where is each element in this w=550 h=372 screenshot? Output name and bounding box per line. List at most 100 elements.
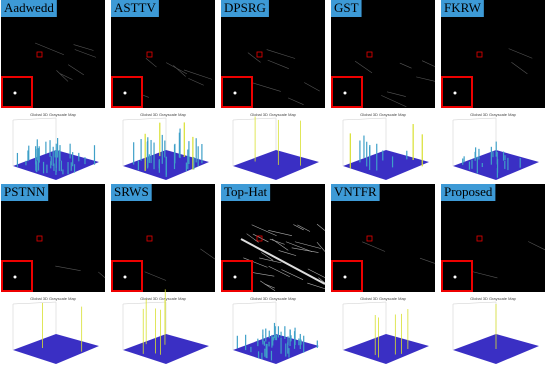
- clutter: [294, 241, 321, 249]
- clutter: [251, 82, 281, 92]
- target-box: [146, 51, 153, 58]
- target: [13, 91, 17, 95]
- clutter: [259, 257, 282, 264]
- panel: SRWS Global 3D Grayscale Map: [111, 184, 216, 364]
- clutter: [74, 49, 97, 58]
- clutter: [287, 97, 304, 105]
- zoom-inset: [441, 260, 473, 292]
- target-box: [146, 235, 153, 242]
- plot-title: Global 3D Grayscale Map: [140, 296, 187, 301]
- clutter: [304, 82, 320, 92]
- clutter: [56, 70, 69, 82]
- clutter: [511, 61, 528, 75]
- clutter: [281, 269, 304, 280]
- panel: GST Global 3D Grayscale Map: [331, 0, 436, 180]
- method-label: VNTFR: [334, 184, 377, 199]
- target: [453, 275, 457, 279]
- clutter: [267, 59, 289, 69]
- panel: Aadwedd Global 3D Grayscale Map: [1, 0, 105, 180]
- target: [233, 275, 237, 279]
- clutter: [268, 265, 290, 278]
- clutter: [144, 271, 167, 281]
- clutter: [251, 224, 277, 236]
- clutter: [246, 233, 259, 243]
- clutter: [240, 238, 326, 285]
- clutter: [98, 271, 106, 278]
- clutter: [416, 76, 436, 82]
- method-label: PSTNN: [4, 184, 46, 199]
- panel: VNTFR Global 3D Grayscale Map: [331, 184, 436, 364]
- target: [13, 275, 17, 279]
- plot-title: Global 3D Grayscale Map: [250, 296, 297, 301]
- label-box: [111, 0, 159, 17]
- axis: [122, 301, 167, 350]
- zoom-inset: [1, 260, 33, 292]
- clutter: [399, 62, 412, 69]
- target-box: [476, 51, 483, 58]
- panel: Proposed Global 3D Grayscale Map: [441, 184, 546, 364]
- label-box: [1, 0, 57, 17]
- target: [123, 275, 127, 279]
- clutter: [34, 42, 64, 56]
- target-box: [36, 235, 43, 242]
- plot-title: Global 3D Grayscale Map: [470, 296, 517, 301]
- method-label: SRWS: [114, 184, 149, 199]
- clutter: [269, 238, 285, 245]
- surface: [233, 150, 319, 180]
- surface: [233, 334, 319, 364]
- axis: [452, 117, 497, 166]
- surface: [343, 334, 429, 364]
- clutter: [266, 49, 296, 59]
- panel: PSTNN Global 3D Grayscale Map: [1, 184, 106, 364]
- clutter: [354, 60, 373, 74]
- label-box: [1, 184, 49, 201]
- zoom-inset: [331, 260, 363, 292]
- clutter: [188, 78, 204, 86]
- plot-title: Global 3D Grayscale Map: [140, 112, 187, 117]
- zoom-inset: [331, 76, 363, 108]
- zoom-inset: [221, 260, 253, 292]
- clutter: [60, 73, 73, 80]
- clutter: [291, 247, 319, 253]
- label-box: [331, 184, 380, 201]
- clutter: [508, 48, 533, 59]
- method-label: ASTTV: [114, 0, 157, 15]
- clutter: [362, 241, 386, 252]
- target: [123, 91, 127, 95]
- clutter: [55, 265, 81, 272]
- clutter: [307, 282, 326, 290]
- clutter: [285, 241, 313, 253]
- plot-title: Global 3D Grayscale Map: [30, 112, 77, 117]
- clutter: [268, 229, 293, 236]
- surface: [123, 334, 209, 364]
- clutter: [293, 224, 304, 231]
- zoom-inset: [111, 76, 143, 108]
- zoom-inset: [111, 260, 143, 292]
- zoom-inset: [221, 76, 253, 108]
- clutter: [381, 95, 407, 108]
- method-label: Proposed: [444, 184, 493, 199]
- target: [343, 275, 347, 279]
- label-box: [221, 0, 269, 17]
- label-box: [221, 184, 271, 201]
- plot-title: Global 3D Grayscale Map: [250, 112, 297, 117]
- clutter: [73, 44, 94, 51]
- panel: DPSRG Global 3D Grayscale Map: [221, 0, 325, 180]
- clutter: [318, 277, 326, 284]
- clutter: [419, 257, 436, 264]
- clutter: [243, 257, 268, 268]
- label-box: [111, 184, 152, 201]
- plot-title: Global 3D Grayscale Map: [30, 296, 77, 301]
- target-box: [366, 51, 373, 58]
- target-box: [366, 235, 373, 242]
- clutter: [260, 280, 276, 291]
- clutter: [173, 65, 186, 77]
- axis: [342, 301, 387, 350]
- axis: [342, 117, 387, 166]
- clutter: [307, 268, 326, 278]
- axis: [232, 301, 277, 350]
- method-label: GST: [334, 0, 359, 15]
- axis: [12, 117, 57, 166]
- zoom-inset: [441, 76, 473, 108]
